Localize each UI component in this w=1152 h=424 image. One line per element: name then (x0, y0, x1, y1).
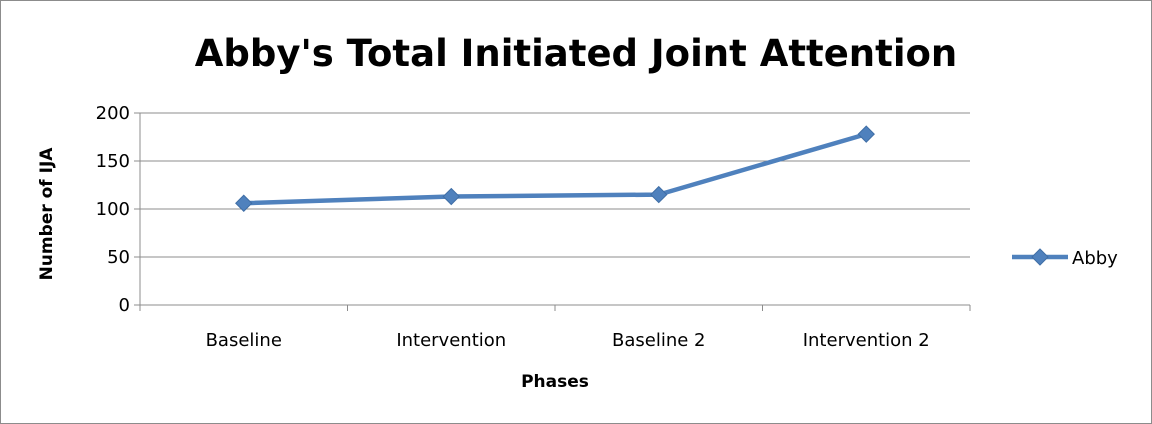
chart-title: Abby's Total Initiated Joint Attention (195, 32, 958, 75)
legend-marker-abby (1031, 248, 1049, 266)
axes (134, 112, 971, 311)
legend: Abby (1012, 248, 1118, 269)
data-point-1 (442, 187, 460, 206)
y-tick-label-150: 150 (96, 151, 130, 172)
x-tick-label-0: Baseline (206, 330, 282, 351)
y-tick-labels: 0 50 100 150 200 (96, 103, 130, 316)
x-tick-label-2: Baseline 2 (612, 330, 706, 351)
x-axis-title: Phases (521, 372, 589, 392)
legend-label-abby: Abby (1072, 248, 1118, 269)
x-tick-label-3: Intervention 2 (803, 330, 930, 351)
series-line-abby (241, 131, 869, 206)
x-tick-labels: Baseline Intervention Baseline 2 Interventi… (206, 330, 930, 351)
data-point-3 (857, 125, 875, 143)
x-tick-label-1: Intervention (396, 330, 506, 351)
data-point-2 (650, 185, 668, 204)
y-tick-label-200: 200 (96, 103, 130, 124)
y-axis-title: Number of IJA (37, 147, 57, 281)
data-point-0 (235, 194, 253, 212)
y-tick-label-100: 100 (96, 199, 130, 220)
y-tick-label-50: 50 (107, 247, 130, 268)
gridlines (140, 112, 970, 258)
y-tick-label-0: 0 (119, 295, 130, 316)
series-abby (235, 125, 875, 212)
